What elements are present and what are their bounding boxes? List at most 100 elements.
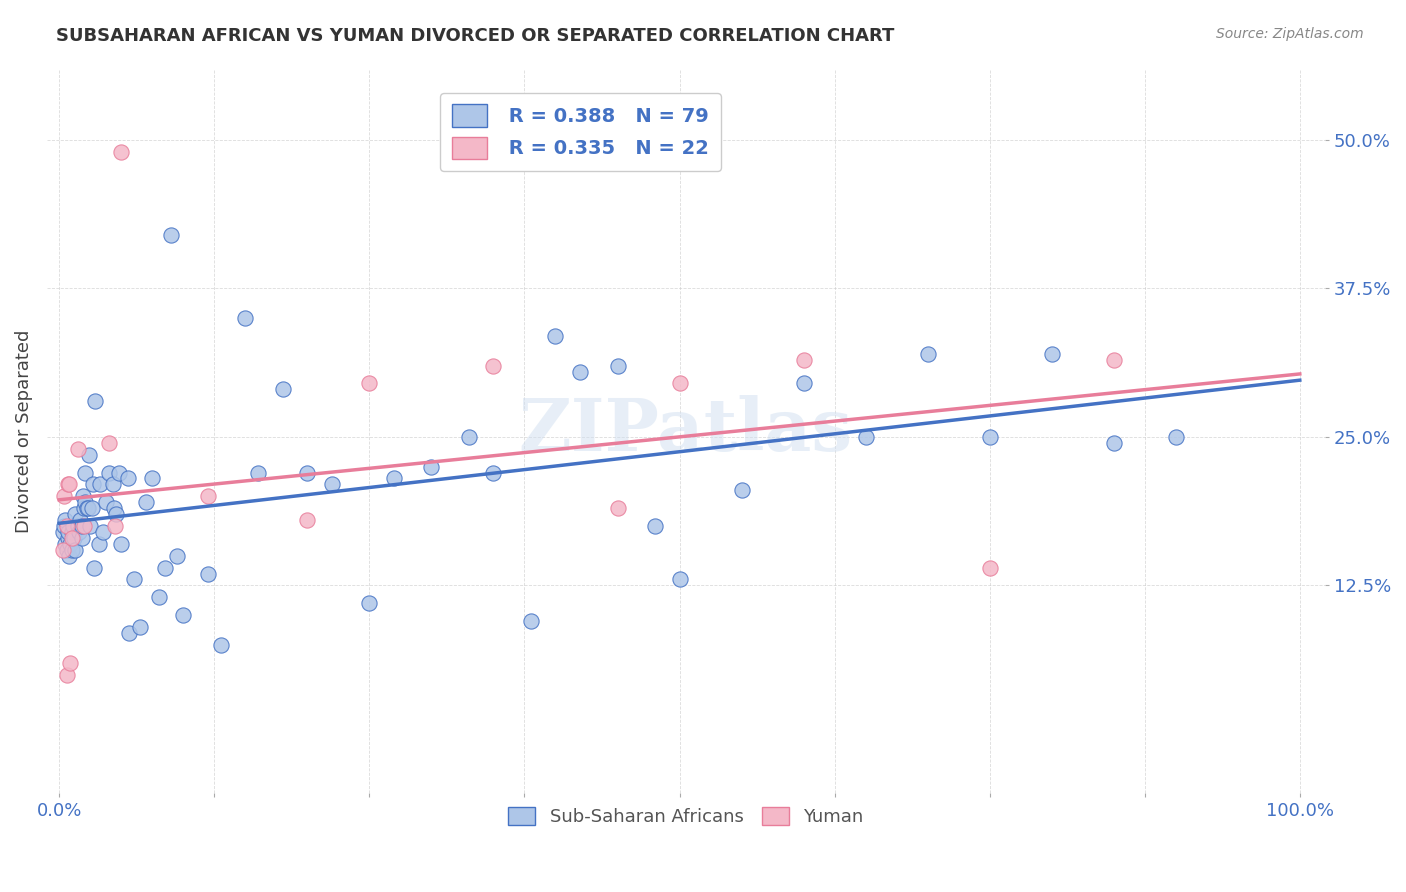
Point <box>60 531 83 545</box>
Point <box>544 329 567 343</box>
Point <box>110 537 132 551</box>
Point <box>668 573 690 587</box>
Point <box>56 531 79 545</box>
Point <box>67 524 90 539</box>
Point <box>89 477 111 491</box>
Point <box>60 524 83 539</box>
Point <box>59 656 82 670</box>
Point <box>72 489 94 503</box>
Point <box>103 501 125 516</box>
Point <box>70 519 93 533</box>
Point <box>271 382 294 396</box>
Point <box>793 352 815 367</box>
Point <box>70 531 93 545</box>
Point <box>382 471 405 485</box>
Point <box>129 620 152 634</box>
Point <box>209 638 232 652</box>
Point <box>793 376 815 391</box>
Point <box>141 471 163 485</box>
Point <box>96 495 118 509</box>
Point <box>55 513 77 527</box>
Point <box>55 667 77 681</box>
Point <box>87 537 110 551</box>
Point <box>730 483 752 498</box>
Point <box>77 448 100 462</box>
Point <box>65 542 87 557</box>
Point <box>110 145 132 159</box>
Point <box>172 608 194 623</box>
Point <box>73 519 96 533</box>
Point <box>359 596 381 610</box>
Point <box>420 459 443 474</box>
Text: Source: ZipAtlas.com: Source: ZipAtlas.com <box>1216 27 1364 41</box>
Point <box>75 495 97 509</box>
Point <box>1102 435 1125 450</box>
Point <box>979 430 1001 444</box>
Point <box>1040 347 1063 361</box>
Point <box>58 549 80 563</box>
Point <box>1102 352 1125 367</box>
Point <box>55 537 77 551</box>
Point <box>79 519 101 533</box>
Point <box>917 347 939 361</box>
Point <box>246 466 269 480</box>
Point <box>117 471 139 485</box>
Point <box>519 614 541 628</box>
Point <box>97 466 120 480</box>
Point <box>76 501 98 516</box>
Point <box>1164 430 1187 444</box>
Point <box>197 489 219 503</box>
Point <box>108 466 131 480</box>
Point <box>91 524 114 539</box>
Point <box>55 542 77 557</box>
Point <box>82 477 104 491</box>
Point <box>55 519 77 533</box>
Point <box>104 519 127 533</box>
Point <box>569 365 592 379</box>
Point <box>63 531 86 545</box>
Point <box>97 435 120 450</box>
Point <box>84 394 107 409</box>
Point <box>65 507 87 521</box>
Point <box>76 501 98 516</box>
Point <box>855 430 877 444</box>
Point <box>166 549 188 563</box>
Point <box>69 513 91 527</box>
Y-axis label: Divorced or Separated: Divorced or Separated <box>15 329 32 533</box>
Point <box>80 501 103 516</box>
Point <box>75 466 97 480</box>
Point <box>66 442 89 456</box>
Point <box>321 477 343 491</box>
Point <box>482 466 505 480</box>
Point <box>118 626 141 640</box>
Point <box>59 537 82 551</box>
Point <box>62 519 84 533</box>
Point <box>297 513 319 527</box>
Point <box>235 311 257 326</box>
Point <box>53 489 76 503</box>
Point <box>606 501 628 516</box>
Point <box>668 376 690 391</box>
Point <box>457 430 479 444</box>
Point <box>56 477 79 491</box>
Point <box>148 591 170 605</box>
Text: SUBSAHARAN AFRICAN VS YUMAN DIVORCED OR SEPARATED CORRELATION CHART: SUBSAHARAN AFRICAN VS YUMAN DIVORCED OR … <box>56 27 894 45</box>
Point <box>644 519 666 533</box>
Point <box>56 524 79 539</box>
Point <box>197 566 219 581</box>
Point <box>58 477 80 491</box>
Point <box>359 376 381 391</box>
Point <box>66 519 89 533</box>
Point <box>606 359 628 373</box>
Point <box>297 466 319 480</box>
Point <box>160 227 183 242</box>
Point <box>101 477 124 491</box>
Point <box>153 560 176 574</box>
Point <box>979 560 1001 574</box>
Point <box>135 495 157 509</box>
Point <box>52 524 75 539</box>
Point <box>52 542 75 557</box>
Text: ZIPatlas: ZIPatlas <box>519 395 853 467</box>
Point <box>83 560 105 574</box>
Point <box>73 501 96 516</box>
